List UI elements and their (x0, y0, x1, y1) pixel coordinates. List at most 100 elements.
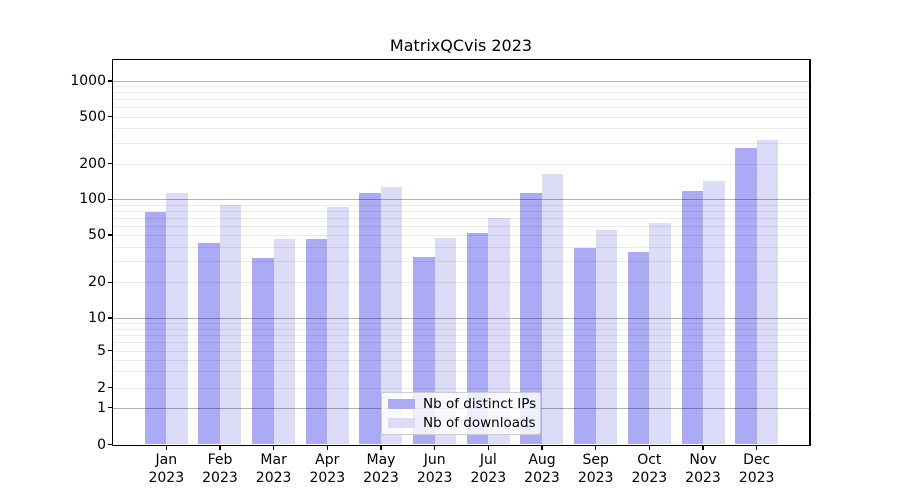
minor-gridline-300 (113, 142, 810, 144)
y-tick-label-50: 50 (88, 227, 106, 244)
minor-gridline-6 (113, 342, 810, 344)
chart-title: MatrixQCvis 2023 (389, 36, 533, 55)
x-tick-month: May (366, 452, 396, 468)
bar-downloads-feb (219, 204, 242, 445)
y-tick-label-500: 500 (79, 108, 106, 125)
x-tick-label-sep: Sep 2023 (565, 452, 627, 487)
minor-gridline-200 (113, 163, 810, 165)
major-gridline-100 (113, 199, 810, 201)
x-tick-label-jun: Jun 2023 (404, 452, 466, 487)
bar-distinct-ips-jan (144, 212, 167, 445)
legend-item-distinct-ips: Nb of distinct IPs (388, 395, 537, 412)
y-tick-label-200: 200 (79, 155, 106, 172)
x-tick-mark-mar (272, 445, 275, 450)
y-tick-label-5: 5 (97, 342, 106, 359)
minor-gridline-800 (113, 92, 810, 94)
x-tick-year: 2023 (416, 469, 453, 486)
minor-gridline-40 (113, 246, 810, 248)
x-tick-mark-sep (594, 445, 597, 450)
x-tick-month: Sep (582, 452, 609, 468)
left-spine (111, 58, 113, 446)
x-tick-mark-jan (165, 445, 168, 450)
bar-distinct-ips-mar (252, 258, 274, 445)
bar-distinct-ips-may (359, 192, 381, 445)
minor-gridline-500 (113, 116, 810, 118)
legend: Nb of distinct IPs Nb of downloads (381, 391, 541, 435)
x-tick-label-may: May 2023 (350, 452, 412, 487)
minor-gridline-2 (113, 387, 810, 389)
bar-distinct-ips-dec (735, 148, 757, 445)
minor-gridline-3 (113, 371, 810, 373)
bar-downloads-nov (703, 180, 725, 445)
minor-gridline-30 (113, 261, 810, 263)
bar-downloads-jan (166, 193, 188, 445)
y-tick-mark-100 (108, 198, 112, 201)
minor-gridline-5 (113, 350, 810, 352)
bar-distinct-ips-feb (198, 242, 220, 445)
x-tick-label-dec: Dec 2023 (726, 452, 788, 487)
x-tick-year: 2023 (255, 469, 292, 486)
x-tick-mark-apr (326, 445, 329, 450)
minor-gridline-400 (113, 127, 810, 129)
x-tick-month: Jun (423, 452, 446, 468)
x-tick-label-aug: Aug 2023 (511, 452, 573, 487)
minor-gridline-900 (113, 86, 810, 88)
x-tick-month: Jul (479, 452, 497, 468)
y-tick-label-100: 100 (79, 191, 106, 208)
legend-label-distinct-ips: Nb of distinct IPs (423, 395, 537, 412)
x-tick-mark-nov (702, 445, 704, 450)
y-tick-label-1: 1 (97, 399, 106, 416)
x-tick-year: 2023 (524, 469, 560, 486)
bar-downloads-may (380, 187, 403, 445)
x-tick-mark-jun (433, 445, 436, 450)
x-tick-label-jul: Jul 2023 (457, 452, 519, 487)
x-tick-mark-dec (755, 445, 758, 450)
minor-gridline-50 (113, 235, 810, 237)
y-tick-label-10: 10 (88, 310, 106, 326)
x-tick-year: 2023 (577, 469, 614, 486)
major-gridline-1000 (113, 80, 810, 82)
minor-gridline-600 (113, 107, 810, 109)
x-tick-month: Nov (689, 452, 717, 468)
y-tick-mark-20 (108, 281, 112, 284)
x-tick-year: 2023 (148, 469, 185, 486)
y-tick-mark-2 (108, 386, 112, 389)
minor-gridline-700 (113, 99, 810, 101)
y-tick-label-1000: 1000 (70, 72, 106, 89)
bar-distinct-ips-aug (520, 192, 542, 445)
minor-gridline-7 (113, 334, 810, 336)
x-tick-mark-feb (219, 445, 221, 450)
y-tick-mark-0 (108, 443, 112, 446)
minor-gridline-9 (113, 322, 810, 324)
x-tick-label-mar: Mar 2023 (243, 452, 305, 487)
bar-distinct-ips-sep (574, 247, 596, 445)
bar-downloads-mar (273, 239, 296, 445)
x-tick-year: 2023 (470, 469, 507, 486)
x-tick-year: 2023 (202, 469, 238, 486)
bar-downloads-dec (756, 139, 779, 445)
legend-swatch-distinct-ips (388, 398, 415, 409)
x-tick-label-feb: Feb 2023 (189, 452, 251, 487)
bar-distinct-ips-apr (305, 239, 328, 445)
x-tick-mark-jul (487, 445, 490, 450)
x-tick-year: 2023 (309, 469, 346, 486)
minor-gridline-90 (113, 204, 810, 206)
y-tick-mark-50 (108, 234, 112, 236)
legend-item-downloads: Nb of downloads (388, 414, 536, 431)
x-tick-label-jan: Jan 2023 (135, 452, 197, 487)
x-tick-mark-oct (648, 445, 651, 450)
y-tick-mark-500 (108, 115, 112, 118)
x-tick-month: Dec (743, 452, 771, 468)
x-tick-year: 2023 (363, 469, 399, 486)
x-tick-year: 2023 (631, 469, 668, 486)
minor-gridline-8 (113, 328, 810, 330)
x-tick-mark-aug (541, 445, 543, 450)
y-tick-label-0: 0 (97, 436, 106, 453)
bar-downloads-apr (327, 206, 349, 445)
x-tick-month: Apr (315, 452, 340, 468)
bars-layer (113, 60, 809, 445)
x-tick-year: 2023 (685, 469, 721, 486)
bar-downloads-aug (541, 174, 564, 445)
y-tick-mark-5 (108, 349, 112, 352)
